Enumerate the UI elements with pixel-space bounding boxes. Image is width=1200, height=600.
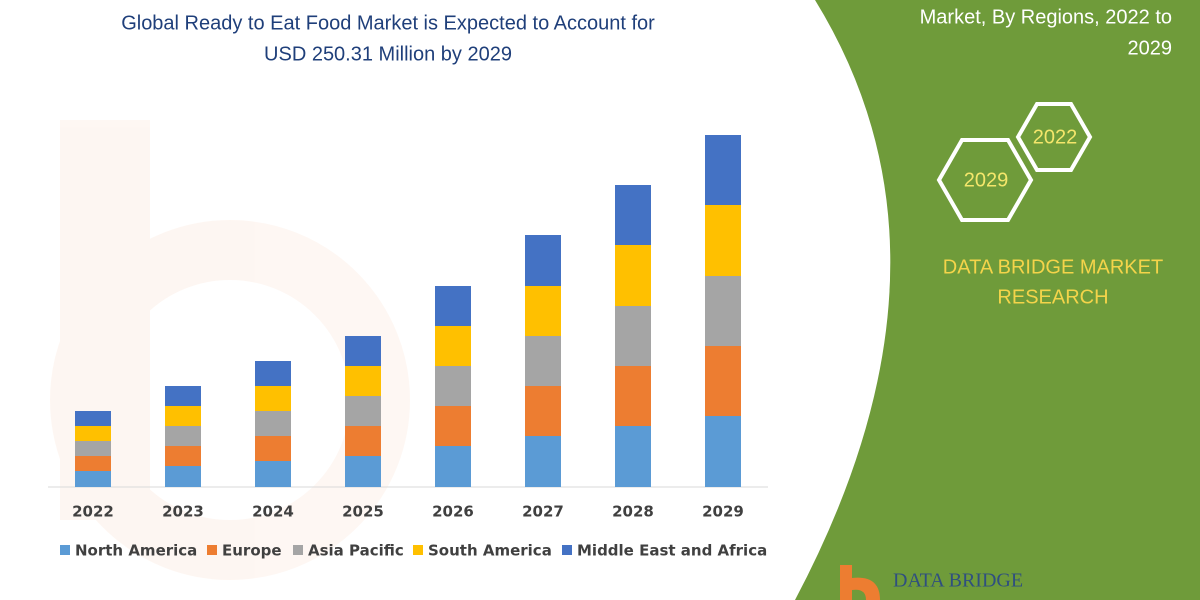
bar-segment [615,245,651,306]
x-tick-label: 2028 [612,503,654,521]
chart-title: Global Ready to Eat Food Market is Expec… [121,12,655,34]
x-tick-label: 2025 [342,503,384,521]
legend-swatch [293,545,303,555]
legend-swatch [60,545,70,555]
bar-segment [705,416,741,487]
bar-segment [75,441,111,456]
bar-segment [345,336,381,366]
bar-segment [345,426,381,456]
legend-swatch [207,545,217,555]
legend-swatch [413,545,423,555]
x-tick-label: 2029 [702,503,744,521]
bar-segment [345,396,381,426]
bar-segment [525,336,561,386]
legend-label: Asia Pacific [308,542,404,560]
legend-label: North America [75,542,197,560]
bar-segment [165,466,201,487]
bar-segment [255,411,291,436]
bar-segment [255,436,291,461]
legend-label: Europe [222,542,282,560]
bar-segment [705,276,741,346]
x-tick-label: 2022 [72,503,114,521]
bar-segment [615,306,651,366]
bar-segment [525,235,561,286]
bar-segment [345,366,381,396]
bar-segment [165,446,201,466]
chart-subtitle: USD 250.31 Million by 2029 [264,43,512,65]
legend-swatch [562,545,572,555]
bar-segment [75,426,111,441]
bar-segment [75,456,111,471]
x-tick-label: 2027 [522,503,564,521]
hex-label: 2029 [964,169,1009,191]
bar-segment [255,461,291,487]
bar-segment [615,366,651,426]
hexagon [936,138,1034,222]
bar-segment [435,326,471,366]
x-tick-label: 2023 [162,503,204,521]
bar-segment [525,286,561,336]
bar-segment [705,205,741,276]
bar-segment [165,386,201,406]
bar-segment [525,386,561,436]
logo-text: DATA BRIDGE [893,570,1023,592]
logo-icon [840,565,880,600]
x-tick-label: 2024 [252,503,294,521]
x-tick-label: 2026 [432,503,474,521]
bar-segment [165,406,201,426]
brand-text: DATA BRIDGE MARKET [943,256,1163,278]
bar-segment [615,426,651,487]
bar-segment [435,446,471,487]
bar-segment [345,456,381,487]
bar-segment [525,436,561,487]
bar-segment [255,361,291,386]
bar-segment [705,135,741,205]
panel-heading: Market, By Regions, 2022 to [920,6,1172,28]
bar-segment [435,406,471,446]
green-panel [795,0,1200,600]
brand-text: RESEARCH [997,286,1108,308]
bar-segment [615,185,651,245]
bar-segment [435,286,471,326]
bar-segment [255,386,291,411]
bar-segment [705,346,741,416]
bar-segment [75,471,111,487]
bar-segment [165,426,201,446]
hexagon [1015,102,1093,172]
legend-label: South America [428,542,552,560]
bar-segment [75,411,111,426]
panel-heading: 2029 [1128,37,1173,59]
legend-label: Middle East and Africa [577,542,767,560]
bar-segment [435,366,471,406]
hex-label: 2022 [1033,126,1078,148]
